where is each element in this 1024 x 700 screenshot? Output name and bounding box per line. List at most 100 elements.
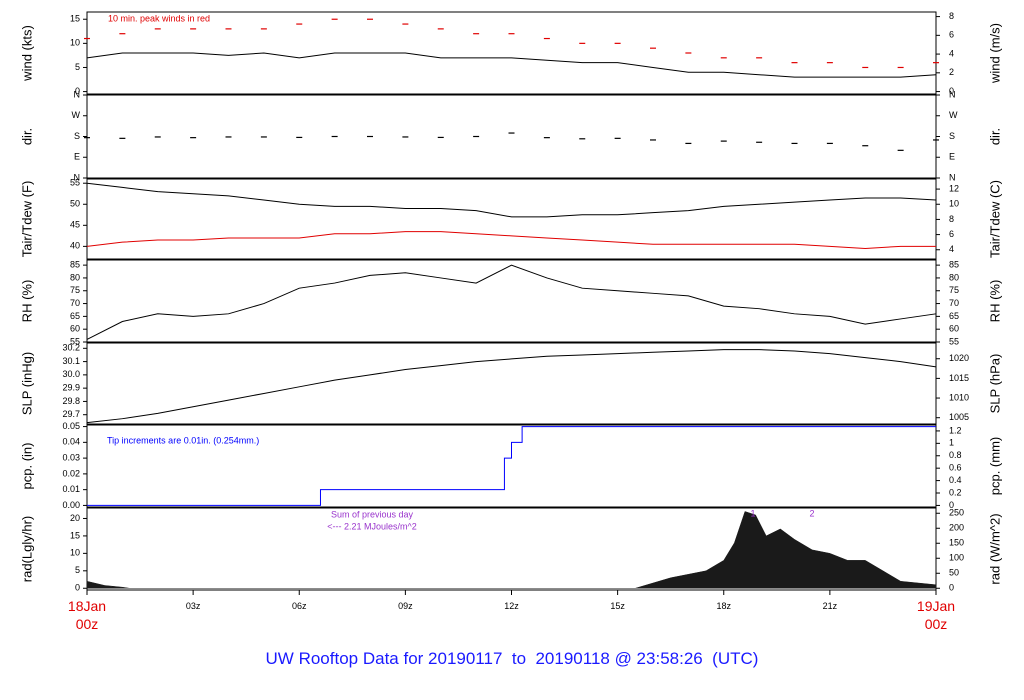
- y-tick-label: 5: [75, 62, 80, 72]
- annotation: 1: [750, 508, 755, 518]
- y-tick-label: 70: [70, 298, 80, 308]
- y2-tick-label: 8: [949, 214, 954, 224]
- annotation: 2: [809, 508, 814, 518]
- x-tick-label: 18z: [716, 601, 732, 611]
- y2-tick-label: N: [949, 89, 956, 99]
- y2-axis-label: wind (m/s): [987, 23, 1002, 84]
- x-tick-label: 03z: [185, 601, 201, 611]
- y-axis-label: wind (kts): [19, 25, 34, 82]
- data-line: [86, 264, 937, 340]
- y2-tick-label: 0.2: [949, 487, 962, 497]
- y2-tick-label: 8: [949, 11, 954, 21]
- y2-axis-label: dir.: [987, 128, 1002, 145]
- y-tick-label: 30.0: [62, 369, 80, 379]
- panel-frame: [86, 259, 937, 343]
- y2-tick-label: 55: [949, 336, 959, 346]
- y2-axis-label: pcp. (mm): [987, 437, 1002, 496]
- y-tick-label: 65: [70, 311, 80, 321]
- data-line: [86, 349, 937, 424]
- y-tick-label: 30.1: [62, 356, 80, 366]
- y2-tick-label: 1015: [949, 373, 969, 383]
- y-axis-label: SLP (inHg): [19, 352, 34, 415]
- y2-tick-label: 4: [949, 48, 954, 58]
- y2-tick-label: 1010: [949, 392, 969, 402]
- annotation: <--- 2.21 MJoules/m^2: [327, 521, 417, 531]
- x-tick-label: 19Jan 00z: [916, 598, 956, 632]
- y2-tick-label: E: [949, 152, 955, 162]
- data-area: [86, 511, 937, 589]
- y-axis-label: RH (%): [19, 280, 34, 323]
- y-tick-label: 55: [70, 178, 80, 188]
- y2-tick-label: 0: [949, 86, 954, 96]
- y2-tick-label: 75: [949, 285, 959, 295]
- panel-frame: [86, 11, 937, 95]
- y2-axis-label: SLP (hPa): [987, 354, 1002, 414]
- y2-tick-label: 0.8: [949, 450, 962, 460]
- y2-tick-label: 1.2: [949, 425, 962, 435]
- y-tick-label: 0.00: [62, 500, 80, 510]
- y2-tick-label: 1: [949, 438, 954, 448]
- y-axis-label: dir.: [19, 128, 34, 145]
- y2-tick-label: 1020: [949, 353, 969, 363]
- y2-tick-label: 85: [949, 260, 959, 270]
- y-tick-label: E: [74, 152, 80, 162]
- y-tick-label: 55: [70, 336, 80, 346]
- y2-tick-label: 1005: [949, 412, 969, 422]
- panel-frame: [86, 424, 937, 508]
- y-tick-label: 45: [70, 220, 80, 230]
- x-tick-label: 21z: [822, 601, 838, 611]
- y-tick-label: 40: [70, 241, 80, 251]
- y2-tick-label: 80: [949, 272, 959, 282]
- y-tick-label: 60: [70, 324, 80, 334]
- y-tick-label: 29.8: [62, 396, 80, 406]
- x-tick-label: 18Jan 00z: [67, 598, 107, 632]
- panel-frame: [86, 94, 937, 179]
- y-tick-label: 29.9: [62, 383, 80, 393]
- y2-tick-label: 60: [949, 324, 959, 334]
- y2-tick-label: N: [949, 172, 956, 182]
- data-line: [86, 182, 937, 218]
- y-tick-label: 85: [70, 260, 80, 270]
- y-tick-label: 80: [70, 272, 80, 282]
- x-tick-label: 15z: [610, 601, 625, 611]
- chart-title: UW Rooftop Data for 20190117 to 20190118…: [265, 649, 759, 668]
- y-tick-label: N: [74, 172, 81, 182]
- y2-tick-label: 65: [949, 311, 959, 321]
- y-tick-label: 15: [70, 530, 80, 540]
- y2-tick-label: 50: [949, 568, 959, 578]
- y-tick-label: N: [74, 89, 81, 99]
- y2-tick-label: 6: [949, 229, 954, 239]
- y2-tick-label: 6: [949, 30, 954, 40]
- y-tick-label: 0.03: [62, 452, 80, 462]
- y2-axis-label: RH (%): [987, 280, 1002, 323]
- y2-tick-label: 10: [949, 199, 959, 209]
- annotation: Tip increments are 0.01in. (0.254mm.): [107, 435, 259, 445]
- annotation: 10 min. peak winds in red: [108, 13, 210, 23]
- y-axis-label: Tair/Tdew (F): [19, 181, 34, 258]
- y-tick-label: 30.2: [62, 343, 80, 353]
- y-tick-label: 5: [75, 565, 80, 575]
- x-tick-label: 06z: [291, 601, 307, 611]
- x-tick-label: 12z: [504, 601, 519, 611]
- y2-tick-label: 0.6: [949, 463, 962, 473]
- y2-tick-label: 70: [949, 298, 959, 308]
- y-tick-label: 50: [70, 199, 80, 209]
- y2-tick-label: 0.4: [949, 475, 962, 485]
- y2-tick-label: 100: [949, 553, 964, 563]
- y2-tick-label: 2: [949, 67, 954, 77]
- x-tick-label: 09z: [398, 601, 413, 611]
- y2-tick-label: 0: [949, 583, 954, 593]
- y-axis-label: rad(Lgly/hr): [19, 516, 34, 582]
- y2-tick-label: 12: [949, 183, 959, 193]
- panel-frame: [86, 178, 937, 260]
- y2-tick-label: W: [949, 110, 958, 120]
- y-tick-label: 0: [75, 86, 80, 96]
- y-tick-label: 0: [75, 583, 80, 593]
- y-tick-label: W: [72, 110, 81, 120]
- y2-axis-label: rad (W/m^2): [987, 513, 1002, 584]
- panel-frame: [86, 342, 937, 425]
- data-line: [86, 231, 936, 249]
- y2-tick-label: 0: [949, 500, 954, 510]
- y-tick-label: 10: [70, 548, 80, 558]
